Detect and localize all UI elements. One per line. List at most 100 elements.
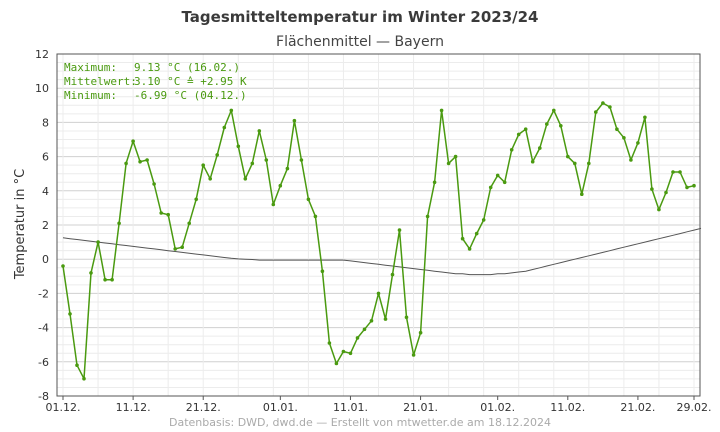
data-point xyxy=(439,108,444,113)
stat-label: Minimum: xyxy=(64,89,117,102)
stat-value: 3.10 °C ≙ +2.95 K xyxy=(134,75,247,88)
data-point xyxy=(530,159,535,164)
x-tick-label: 01.02. xyxy=(480,401,515,414)
data-point xyxy=(636,141,640,145)
data-point xyxy=(292,118,297,123)
axes: 12 10 8 6 4 2 0 -2 -4 -6 -801.12. 11.12. 21.12. 01.01… xyxy=(35,48,712,414)
data-point xyxy=(250,161,255,166)
stat-label: Maximum: xyxy=(64,61,117,74)
credit-text: Datenbasis: DWD, dwd.de — Erstellt von m… xyxy=(169,416,551,429)
data-point xyxy=(608,105,612,109)
data-point xyxy=(131,139,135,143)
data-point xyxy=(587,161,591,166)
y-tick-label: 6 xyxy=(42,151,49,164)
y-tick-label: -8 xyxy=(38,390,49,403)
x-tick-label: 21.01. xyxy=(403,401,438,414)
data-point xyxy=(334,361,339,366)
data-point xyxy=(166,212,170,217)
y-tick-label: -6 xyxy=(38,356,49,369)
data-point xyxy=(285,166,290,171)
stats-box: Maximum: 9.13 °C (16.02.)Mittelwert:3.10 … xyxy=(64,61,247,102)
data-point xyxy=(453,154,458,159)
data-point xyxy=(404,315,409,320)
reference-line xyxy=(62,227,702,276)
data-point xyxy=(313,214,318,219)
data-point xyxy=(306,197,311,202)
data-point xyxy=(299,158,304,162)
data-point xyxy=(481,218,486,222)
data-point xyxy=(138,159,142,164)
data-point xyxy=(460,236,465,241)
y-axis-label: Temperatur in °C xyxy=(13,169,28,280)
data-point xyxy=(194,197,198,202)
data-point xyxy=(516,132,521,137)
y-tick-label: 2 xyxy=(42,219,49,232)
data-point xyxy=(495,173,500,178)
data-point xyxy=(61,264,65,268)
data-point xyxy=(257,129,262,133)
data-point xyxy=(201,163,205,167)
x-tick-label: 11.01. xyxy=(333,401,368,414)
data-point xyxy=(566,154,570,159)
data-point xyxy=(145,158,149,162)
y-tick-label: 0 xyxy=(42,253,49,266)
data-point xyxy=(432,180,437,185)
data-point xyxy=(467,247,472,251)
data-point xyxy=(110,277,114,282)
data-point xyxy=(650,187,654,191)
data-point xyxy=(341,349,346,354)
stat-label: Mittelwert: xyxy=(64,75,137,88)
data-point xyxy=(446,161,451,166)
data-point xyxy=(222,125,227,130)
x-tick-label: 11.12. xyxy=(116,401,151,414)
data-point xyxy=(327,341,332,345)
data-point xyxy=(671,170,675,174)
data-point xyxy=(559,124,563,128)
x-tick-label: 11.02. xyxy=(550,401,585,414)
data-point xyxy=(362,327,367,332)
grid xyxy=(57,53,700,397)
data-point xyxy=(124,161,128,166)
data-point xyxy=(601,101,605,105)
data-point xyxy=(208,177,212,181)
data-point xyxy=(236,144,241,149)
data-point xyxy=(629,158,633,162)
data-point xyxy=(355,336,360,340)
x-tick-label: 21.02. xyxy=(620,401,655,414)
data-point xyxy=(348,351,353,356)
data-point xyxy=(187,221,191,226)
data-point xyxy=(173,247,177,251)
x-tick-label: 21.12. xyxy=(186,401,221,414)
y-tick-label: 4 xyxy=(42,185,49,198)
stat-value: -6.99 °C (04.12.) xyxy=(134,89,247,102)
y-tick-label: -2 xyxy=(38,287,49,300)
data-point xyxy=(509,148,514,152)
x-tick-label: 01.12. xyxy=(46,401,81,414)
chart-title: Tagesmitteltemperatur im Winter 2023/24 xyxy=(182,8,539,26)
data-point xyxy=(82,376,86,381)
data-point xyxy=(243,177,248,181)
series-group xyxy=(61,101,702,381)
y-tick-label: 10 xyxy=(35,82,49,95)
data-point xyxy=(580,192,584,196)
data-point xyxy=(369,319,374,323)
data-point xyxy=(488,185,493,190)
data-point xyxy=(573,161,577,166)
data-point xyxy=(376,291,381,296)
data-point xyxy=(397,228,402,232)
data-point xyxy=(552,108,556,113)
data-point xyxy=(117,221,121,226)
y-tick-label: -4 xyxy=(38,322,49,335)
data-point xyxy=(89,271,93,275)
data-point xyxy=(390,272,395,277)
plot-frame xyxy=(56,53,701,397)
x-tick-label: 01.01. xyxy=(263,401,298,414)
data-point xyxy=(685,185,689,190)
data-point xyxy=(68,312,72,316)
data-point xyxy=(278,183,283,188)
data-point xyxy=(657,207,661,212)
chart-subtitle: Flächenmittel — Bayern xyxy=(276,34,444,50)
data-point xyxy=(678,170,682,174)
data-point xyxy=(264,158,269,162)
